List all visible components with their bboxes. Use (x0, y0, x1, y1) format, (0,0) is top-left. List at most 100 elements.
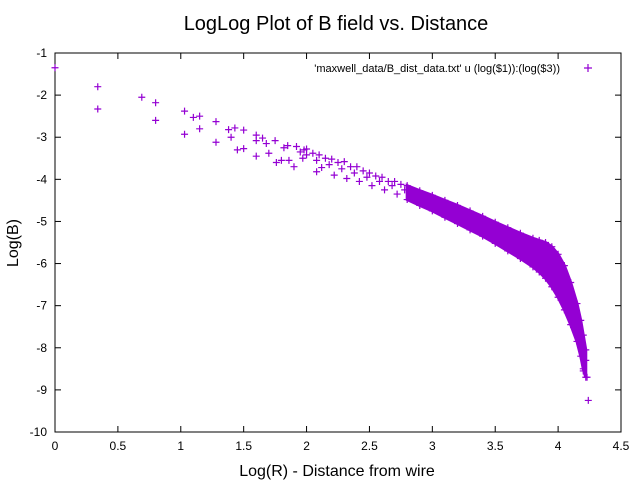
data-point (303, 151, 311, 159)
x-tick-label: 3.5 (487, 439, 504, 453)
data-point (138, 93, 146, 101)
data-point (365, 169, 373, 177)
band-edge-point (567, 321, 575, 329)
data-point (303, 145, 311, 153)
band-edge-point (548, 283, 556, 291)
y-tick-label: -3 (36, 130, 47, 144)
band-edge-point (516, 255, 524, 263)
y-tick-label: -9 (36, 383, 47, 397)
y-tick-label: -8 (36, 341, 47, 355)
data-point (313, 168, 321, 176)
legend-marker (584, 64, 592, 72)
data-point (181, 130, 189, 138)
band-edge-point (416, 187, 424, 195)
data-point (189, 113, 197, 121)
y-tick-label: -5 (36, 214, 47, 228)
band-edge-point (554, 250, 562, 258)
data-point (231, 124, 239, 132)
band-edge-point (466, 226, 474, 234)
data-point (252, 137, 260, 145)
y-tick-label: -2 (36, 88, 47, 102)
data-point (227, 133, 235, 141)
dense-point-band (405, 183, 588, 378)
band-edge-point (428, 191, 436, 199)
y-tick-label: -4 (36, 172, 47, 186)
band-edge-point (479, 232, 487, 240)
data-point (233, 146, 241, 154)
data-point (381, 186, 389, 194)
data-point (343, 174, 351, 182)
x-tick-label: 1.5 (235, 439, 252, 453)
band-edge-point (504, 247, 512, 255)
data-point (363, 173, 371, 181)
data-point (152, 116, 160, 124)
x-tick-label: 2.5 (361, 439, 378, 453)
data-point (196, 125, 204, 133)
band-edge-point (560, 306, 568, 314)
axis-ticks: 0 0.5 1 1.5 2 2.5 3 3.5 4 4.5 -1 -2 -3 -4 -5 -6 -7 -8 -9 -1… (30, 46, 630, 453)
band-edge-point (573, 300, 581, 308)
data-point (353, 163, 361, 171)
band-edge-point (567, 279, 575, 287)
data-point (277, 156, 285, 164)
band-edge-point (529, 263, 537, 271)
data-point (355, 177, 363, 185)
legend-entry-label: 'maxwell_data/B_dist_data.txt' u (log($1… (314, 63, 560, 75)
data-point (284, 142, 292, 150)
x-axis-label: Log(R) - Distance from wire (239, 463, 435, 480)
data-point (338, 165, 346, 173)
data-point (296, 148, 304, 156)
data-point (334, 158, 342, 166)
data-point (378, 173, 386, 181)
x-tick-label: 0.5 (110, 439, 127, 453)
band-edge-point (542, 274, 550, 282)
data-point (347, 163, 355, 171)
tail-point (582, 356, 590, 364)
data-point (350, 169, 358, 177)
data-point (393, 190, 401, 198)
data-point (225, 126, 233, 134)
chart-title: LogLog Plot of B field vs. Distance (184, 13, 489, 35)
data-point (152, 99, 160, 107)
data-point (285, 156, 293, 164)
data-point (290, 163, 298, 171)
data-point (328, 155, 336, 163)
data-point (265, 149, 273, 157)
data-point (212, 138, 220, 146)
band-edge-point (504, 224, 512, 232)
data-point (212, 118, 220, 126)
data-point (397, 180, 405, 188)
data-point (94, 105, 102, 113)
data-point (321, 154, 329, 162)
legend: 'maxwell_data/B_dist_data.txt' u (log($1… (314, 63, 592, 75)
data-point (388, 182, 396, 190)
data-point (325, 161, 333, 169)
band-edge-point (535, 268, 543, 276)
data-point (196, 112, 204, 120)
data-point (384, 177, 392, 185)
data-point (94, 83, 102, 91)
band-edge-point (403, 196, 411, 204)
data-point (181, 107, 189, 115)
plot-frame (54, 52, 622, 433)
y-axis-label: Log(B) (5, 219, 22, 267)
band-edge-point (582, 346, 590, 354)
band-edge-point (403, 182, 411, 190)
band-edge-point (491, 239, 499, 247)
band-edge-point (548, 243, 556, 251)
x-tick-label: 4.5 (613, 439, 630, 453)
data-point (330, 171, 338, 179)
data-point (318, 164, 326, 172)
y-tick-label: -6 (36, 257, 47, 271)
band-edge-point (554, 293, 562, 301)
data-point (280, 144, 288, 152)
tail-point (579, 367, 587, 375)
data-point (51, 64, 59, 72)
band-edge-point (416, 201, 424, 209)
band-edge-point (441, 213, 449, 221)
y-tick-label: -1 (36, 46, 47, 60)
x-tick-label: 2 (303, 439, 310, 453)
data-point (359, 167, 367, 175)
data-point (299, 154, 307, 162)
band-edge-point (577, 352, 585, 360)
